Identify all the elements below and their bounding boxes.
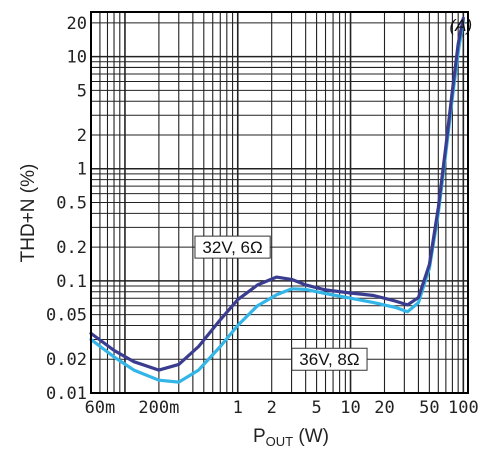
curve-label: 36V, 8Ω	[299, 350, 359, 369]
y-tick-label: 0.2	[56, 238, 87, 258]
series-line-0	[89, 18, 465, 384]
y-tick-labels: 20 10 5 2 1 0.5 0.2 0.1 0.05 0.02 0.01	[46, 14, 87, 404]
curve-annotation: (A)	[449, 16, 472, 35]
x-axis-label-unit: (W)	[293, 426, 329, 447]
x-tick-label: 60m	[85, 398, 116, 418]
curve-label-box	[194, 235, 271, 259]
y-tick-label: 0.01	[46, 384, 87, 404]
curve-label-box	[291, 347, 368, 371]
y-tick-label: 0.05	[46, 306, 87, 326]
curve-label: 32V, 6Ω	[202, 238, 262, 257]
annotations: 32V, 6Ω 36V, 8Ω (A)	[194, 16, 472, 371]
y-tick-label: 2	[77, 126, 87, 146]
x-tick-label: 100	[448, 398, 479, 418]
x-axis-label: POUT (W)	[253, 426, 329, 448]
x-tick-label: 20	[374, 398, 394, 418]
x-tick-label: 200m	[138, 398, 179, 418]
x-tick-label: 50	[419, 398, 439, 418]
y-tick-label: 20	[67, 14, 87, 34]
x-tick-labels: 60m 200m 1 2 5 10 20 50 100	[85, 398, 479, 418]
series-line-1	[89, 16, 465, 372]
y-tick-label: 0.1	[56, 272, 87, 292]
x-tick-label: 10	[340, 398, 360, 418]
y-tick-label: 10	[67, 48, 87, 68]
x-tick-label: 2	[267, 398, 277, 418]
x-axis-label-main: P	[253, 426, 266, 447]
y-tick-label: 5	[77, 81, 87, 101]
series-group	[89, 16, 465, 384]
x-axis-label-sub: OUT	[266, 434, 294, 448]
x-tick-label: 1	[233, 398, 243, 418]
y-tick-label: 0.5	[56, 194, 87, 214]
plot-frame	[90, 11, 469, 394]
y-tick-label: 1	[77, 160, 87, 180]
grid-lines	[90, 12, 468, 394]
y-tick-label: 0.02	[46, 350, 87, 370]
y-axis-label: THD+N (%)	[18, 164, 39, 263]
x-tick-label: 5	[311, 398, 321, 418]
